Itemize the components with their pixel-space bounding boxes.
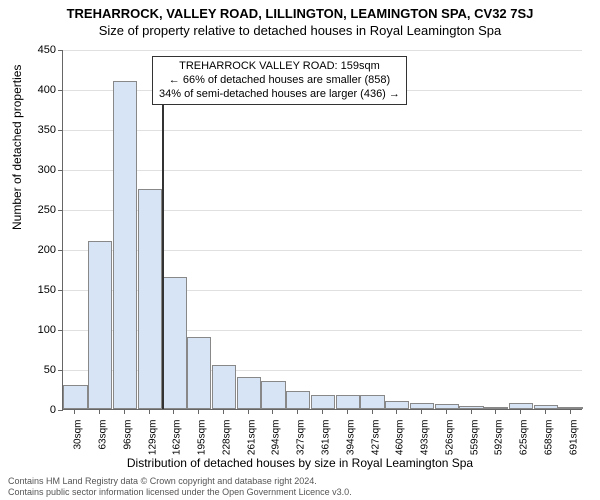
annotation-line-3: 34% of semi-detached houses are larger (… [159,88,400,102]
x-tick-label: 427sqm [370,420,381,456]
x-tick-mark [347,410,348,414]
gridline [63,170,582,171]
chart-container: TREHARROCK, VALLEY ROAD, LILLINGTON, LEA… [0,0,600,500]
y-tick-label: 350 [16,124,56,136]
x-tick-mark [198,410,199,414]
y-tick-mark [58,50,63,51]
x-tick-mark [446,410,447,414]
y-tick-label: 50 [16,364,56,376]
x-tick-label: 96sqm [122,420,133,450]
histogram-bar [484,407,508,409]
histogram-bar [385,401,409,409]
x-tick-label: 129sqm [147,420,158,456]
histogram-bar [509,403,533,409]
x-tick-mark [124,410,125,414]
x-tick-mark [223,410,224,414]
x-tick-label: 162sqm [172,420,183,456]
x-tick-label: 493sqm [420,420,431,456]
histogram-bar [212,365,236,409]
x-tick-mark [173,410,174,414]
y-tick-mark [58,170,63,171]
histogram-bar [113,81,137,409]
annotation-line-1: TREHARROCK VALLEY ROAD: 159sqm [159,60,400,74]
histogram-bar [336,395,360,409]
x-tick-label: 228sqm [221,420,232,456]
y-tick-label: 400 [16,84,56,96]
histogram-bar [162,277,186,409]
x-tick-mark [495,410,496,414]
gridline [63,50,582,51]
x-axis-label: Distribution of detached houses by size … [0,456,600,470]
x-tick-label: 63sqm [98,420,109,450]
chart-plot-area: TREHARROCK VALLEY ROAD: 159sqm ← 66% of … [62,50,582,410]
footer-line-1: Contains HM Land Registry data © Crown c… [8,476,352,487]
x-tick-mark [272,410,273,414]
x-tick-label: 261sqm [246,420,257,456]
annotation-box: TREHARROCK VALLEY ROAD: 159sqm ← 66% of … [152,56,407,105]
y-tick-label: 0 [16,404,56,416]
x-tick-label: 559sqm [469,420,480,456]
x-tick-label: 460sqm [395,420,406,456]
x-tick-label: 195sqm [197,420,208,456]
x-tick-label: 361sqm [321,420,332,456]
x-tick-mark [396,410,397,414]
histogram-bar [311,395,335,409]
x-tick-mark [372,410,373,414]
annotation-line-2: ← 66% of detached houses are smaller (85… [159,74,400,88]
histogram-bar [237,377,261,409]
histogram-bar [261,381,285,409]
x-tick-mark [322,410,323,414]
y-tick-mark [58,210,63,211]
x-tick-mark [248,410,249,414]
histogram-bar [63,385,87,409]
chart-title: TREHARROCK, VALLEY ROAD, LILLINGTON, LEA… [0,0,600,21]
x-tick-mark [520,410,521,414]
x-tick-mark [297,410,298,414]
x-tick-label: 394sqm [345,420,356,456]
histogram-bar [435,404,459,409]
histogram-bar [138,189,162,409]
y-tick-mark [58,370,63,371]
y-tick-mark [58,90,63,91]
x-tick-mark [471,410,472,414]
x-tick-mark [149,410,150,414]
histogram-bar [459,406,483,409]
y-tick-mark [58,250,63,251]
attribution-footer: Contains HM Land Registry data © Crown c… [8,476,352,498]
x-tick-label: 526sqm [444,420,455,456]
x-tick-mark [570,410,571,414]
x-tick-label: 592sqm [494,420,505,456]
x-tick-label: 294sqm [271,420,282,456]
gridline [63,130,582,131]
chart-subtitle: Size of property relative to detached ho… [0,21,600,38]
y-tick-mark [58,410,63,411]
histogram-bar [286,391,310,409]
histogram-bar [187,337,211,409]
x-tick-label: 30sqm [73,420,84,450]
x-tick-mark [421,410,422,414]
histogram-bar [558,407,582,409]
histogram-bar [88,241,112,409]
x-tick-mark [545,410,546,414]
histogram-bar [360,395,384,409]
y-tick-label: 300 [16,164,56,176]
x-tick-label: 658sqm [543,420,554,456]
x-tick-mark [99,410,100,414]
x-tick-mark [74,410,75,414]
x-tick-label: 691sqm [568,420,579,456]
y-tick-label: 100 [16,324,56,336]
histogram-bar [534,405,558,409]
y-tick-label: 150 [16,284,56,296]
histogram-bar [410,403,434,409]
x-tick-label: 625sqm [519,420,530,456]
y-tick-label: 250 [16,204,56,216]
footer-line-2: Contains public sector information licen… [8,487,352,498]
y-tick-mark [58,290,63,291]
y-tick-mark [58,330,63,331]
y-tick-label: 450 [16,44,56,56]
y-tick-label: 200 [16,244,56,256]
y-tick-mark [58,130,63,131]
reference-marker-line [162,104,164,409]
x-tick-label: 327sqm [296,420,307,456]
